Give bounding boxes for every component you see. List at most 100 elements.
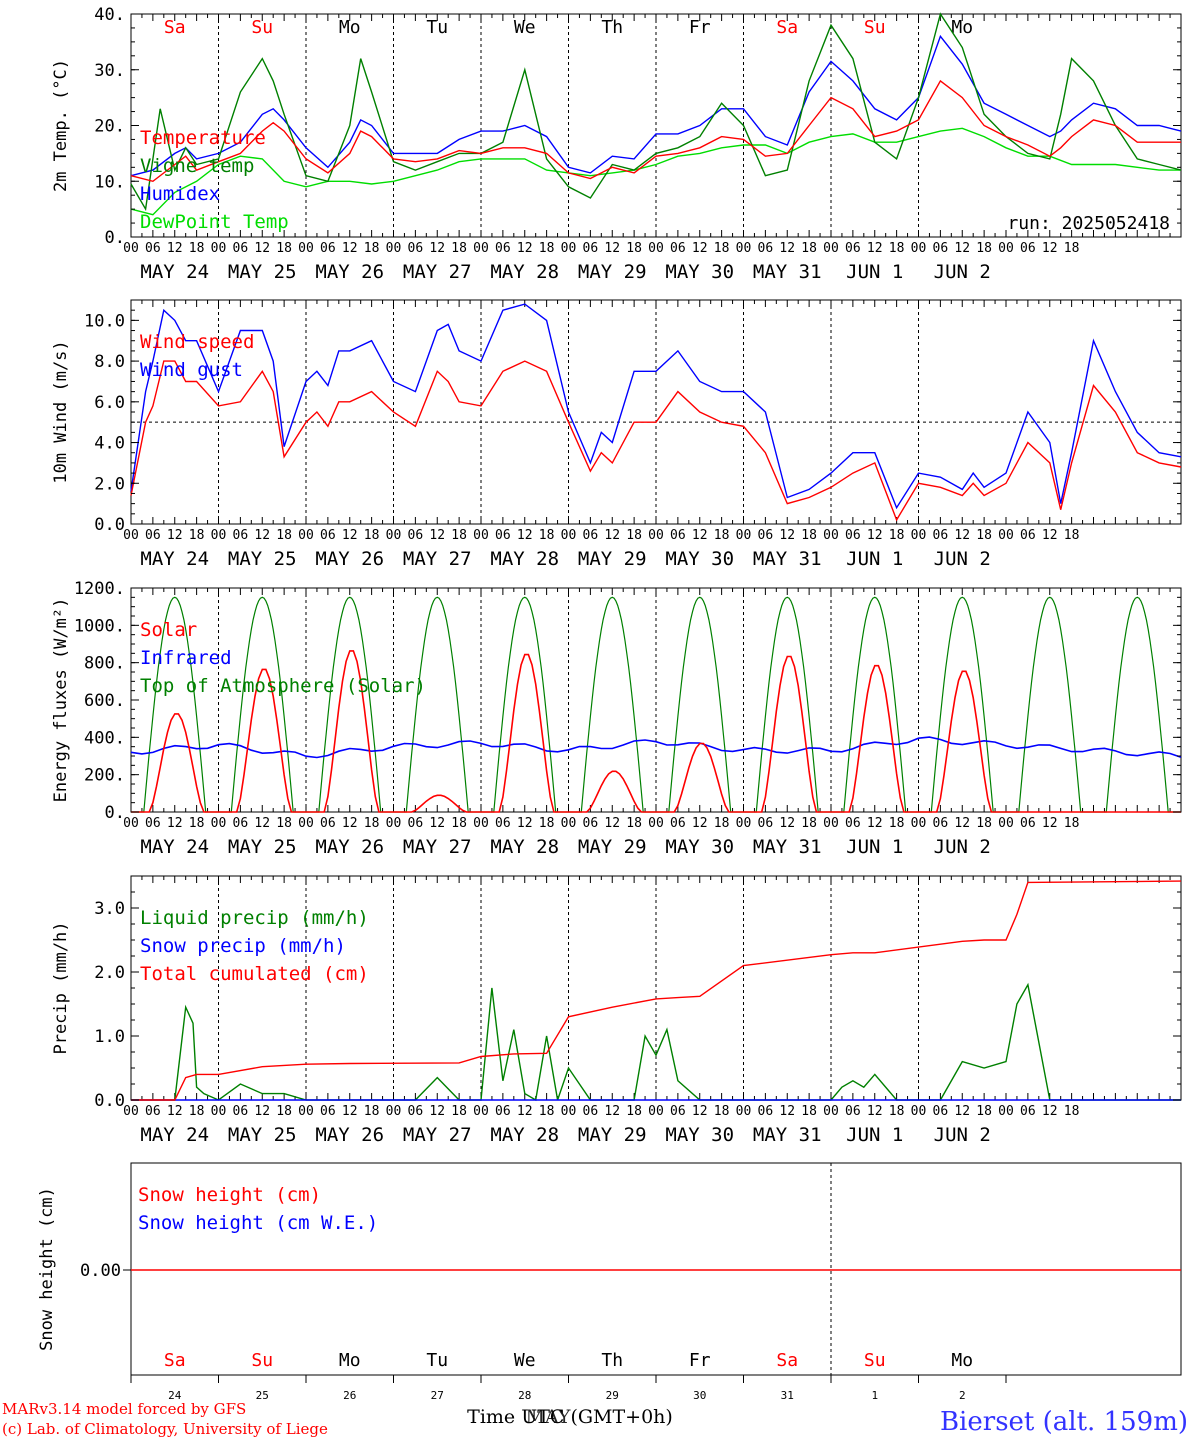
precip-ytick-label: 1.0 bbox=[94, 1027, 125, 1047]
snow-panel bbox=[130, 1162, 1182, 1383]
precip-hour-tick-label: 18 bbox=[714, 1104, 730, 1119]
wind-hour-tick-label: 12 bbox=[1042, 528, 1058, 543]
day-number: 30 bbox=[693, 1389, 706, 1402]
energy-date-label: MAY 28 bbox=[490, 836, 559, 858]
energy-hour-tick-label: 18 bbox=[626, 816, 642, 831]
day-name: Mo bbox=[951, 1350, 973, 1371]
wind-ytick-label: 0.0 bbox=[94, 515, 125, 535]
energy-date-label: JUN 1 bbox=[846, 836, 903, 858]
temp-ytick-label: 40. bbox=[94, 5, 125, 25]
temp-hour-tick-label: 00 bbox=[123, 241, 139, 256]
precip-hour-tick-label: 00 bbox=[736, 1104, 752, 1119]
precip-date-label: MAY 31 bbox=[753, 1124, 822, 1146]
temp-date-label: JUN 2 bbox=[934, 261, 991, 283]
day-number: 28 bbox=[518, 1389, 531, 1402]
temp-hour-tick-label: 00 bbox=[648, 241, 664, 256]
energy-date-label: MAY 30 bbox=[665, 836, 734, 858]
wind-hour-tick-label: 12 bbox=[604, 528, 620, 543]
temp-ytick-label: 0. bbox=[105, 228, 125, 248]
snow-ylabel: Snow height (cm) bbox=[37, 1187, 57, 1351]
energy-panel bbox=[130, 587, 1182, 813]
day-name: Fr bbox=[689, 1350, 711, 1371]
wind-ytick-label: 4.0 bbox=[94, 434, 125, 454]
precip-hour-tick-label: 06 bbox=[1020, 1104, 1036, 1119]
energy-hour-tick-label: 12 bbox=[867, 816, 883, 831]
energy-hour-tick-label: 12 bbox=[779, 816, 795, 831]
wind-legend-entry: Wind gust bbox=[140, 359, 243, 381]
energy-hour-tick-label: 00 bbox=[911, 816, 927, 831]
temp-hour-tick-label: 00 bbox=[736, 241, 752, 256]
precip-hour-tick-label: 12 bbox=[954, 1104, 970, 1119]
temp-hour-tick-label: 06 bbox=[145, 241, 161, 256]
energy-hour-tick-label: 06 bbox=[145, 816, 161, 831]
day-number: 31 bbox=[781, 1389, 794, 1402]
wind-hour-tick-label: 18 bbox=[801, 528, 817, 543]
energy-series-solar bbox=[131, 650, 1181, 813]
precip-hour-tick-label: 18 bbox=[451, 1104, 467, 1119]
wind-hour-tick-label: 06 bbox=[670, 528, 686, 543]
day-name: Su bbox=[864, 1350, 886, 1371]
precip-series-total-cumulated-cm- bbox=[131, 880, 1182, 1101]
precip-hour-tick-label: 18 bbox=[976, 1104, 992, 1119]
day-number: 1 bbox=[871, 1389, 878, 1402]
temp-hour-tick-label: 00 bbox=[998, 241, 1014, 256]
precip-hour-tick-label: 18 bbox=[801, 1104, 817, 1119]
wind-ylabel: 10m Wind (m/s) bbox=[51, 340, 71, 483]
precip-hour-tick-label: 00 bbox=[911, 1104, 927, 1119]
precip-hour-tick-label: 18 bbox=[889, 1104, 905, 1119]
energy-series-infrared bbox=[130, 736, 1182, 759]
temp-hour-labels: 00 06 12 18 00 06 12 18 00 06 12 18 00 06 12 18 00 06 12 18… bbox=[123, 241, 1079, 283]
energy-hour-tick-label: 18 bbox=[364, 816, 380, 831]
wind-ytick-label: 10.0 bbox=[84, 311, 125, 331]
wind-ytick-label: 2.0 bbox=[94, 474, 125, 494]
wind-hour-tick-label: 18 bbox=[714, 528, 730, 543]
wind-hour-tick-label: 06 bbox=[758, 528, 774, 543]
temp-date-label: JUN 1 bbox=[846, 261, 903, 283]
wind-date-label: MAY 24 bbox=[140, 548, 209, 570]
energy-hour-tick-label: 06 bbox=[758, 816, 774, 831]
temp-hour-tick-label: 18 bbox=[189, 241, 205, 256]
temp-hour-tick-label: 18 bbox=[451, 241, 467, 256]
energy-hour-tick-label: 00 bbox=[736, 816, 752, 831]
day-name: Tu bbox=[426, 17, 448, 38]
energy-hour-tick-label: 18 bbox=[539, 816, 555, 831]
wind-hour-tick-label: 18 bbox=[1064, 528, 1080, 543]
wind-panel bbox=[130, 299, 1182, 525]
energy-hour-tick-label: 12 bbox=[517, 816, 533, 831]
wind-hour-tick-label: 12 bbox=[342, 528, 358, 543]
precip-hour-tick-label: 00 bbox=[123, 1104, 139, 1119]
energy-legend-entry: Top of Atmosphere (Solar) bbox=[140, 675, 426, 697]
precip-hour-tick-label: 00 bbox=[998, 1104, 1014, 1119]
energy-hour-tick-label: 06 bbox=[933, 816, 949, 831]
temp-date-label: MAY 28 bbox=[490, 261, 559, 283]
temp-hour-tick-label: 18 bbox=[976, 241, 992, 256]
temp-hour-tick-label: 12 bbox=[867, 241, 883, 256]
wind-hour-tick-label: 06 bbox=[1020, 528, 1036, 543]
temp-hour-tick-label: 06 bbox=[933, 241, 949, 256]
energy-legend-entry: Infrared bbox=[140, 647, 232, 669]
precip-hour-tick-label: 06 bbox=[233, 1104, 249, 1119]
temp-hour-tick-label: 12 bbox=[342, 241, 358, 256]
wind-hour-tick-label: 06 bbox=[495, 528, 511, 543]
energy-hour-tick-label: 18 bbox=[451, 816, 467, 831]
wind-hour-tick-label: 06 bbox=[145, 528, 161, 543]
precip-hour-tick-label: 00 bbox=[298, 1104, 314, 1119]
snow-legend-entry: Snow height (cm W.E.) bbox=[138, 1212, 378, 1234]
wind-yaxis: 0.0 2.0 4.0 6.0 8.0 10.0 10m Wind (m/s) bbox=[51, 299, 1181, 535]
temp-hour-tick-label: 00 bbox=[561, 241, 577, 256]
day-name: Tu bbox=[426, 1350, 448, 1371]
precip-hour-tick-label: 00 bbox=[648, 1104, 664, 1119]
day-name: Su bbox=[864, 17, 886, 38]
temp-hour-tick-label: 00 bbox=[823, 241, 839, 256]
energy-hour-tick-label: 12 bbox=[429, 816, 445, 831]
wind-hour-tick-label: 00 bbox=[648, 528, 664, 543]
wind-date-label: MAY 26 bbox=[315, 548, 384, 570]
day-number: 27 bbox=[431, 1389, 444, 1402]
wind-hour-tick-label: 06 bbox=[320, 528, 336, 543]
temp-hour-tick-label: 06 bbox=[1020, 241, 1036, 256]
energy-ytick-label: 1000. bbox=[74, 616, 125, 636]
wind-hour-tick-label: 00 bbox=[298, 528, 314, 543]
temp-hour-tick-label: 00 bbox=[911, 241, 927, 256]
energy-ytick-label: 0. bbox=[105, 803, 125, 823]
